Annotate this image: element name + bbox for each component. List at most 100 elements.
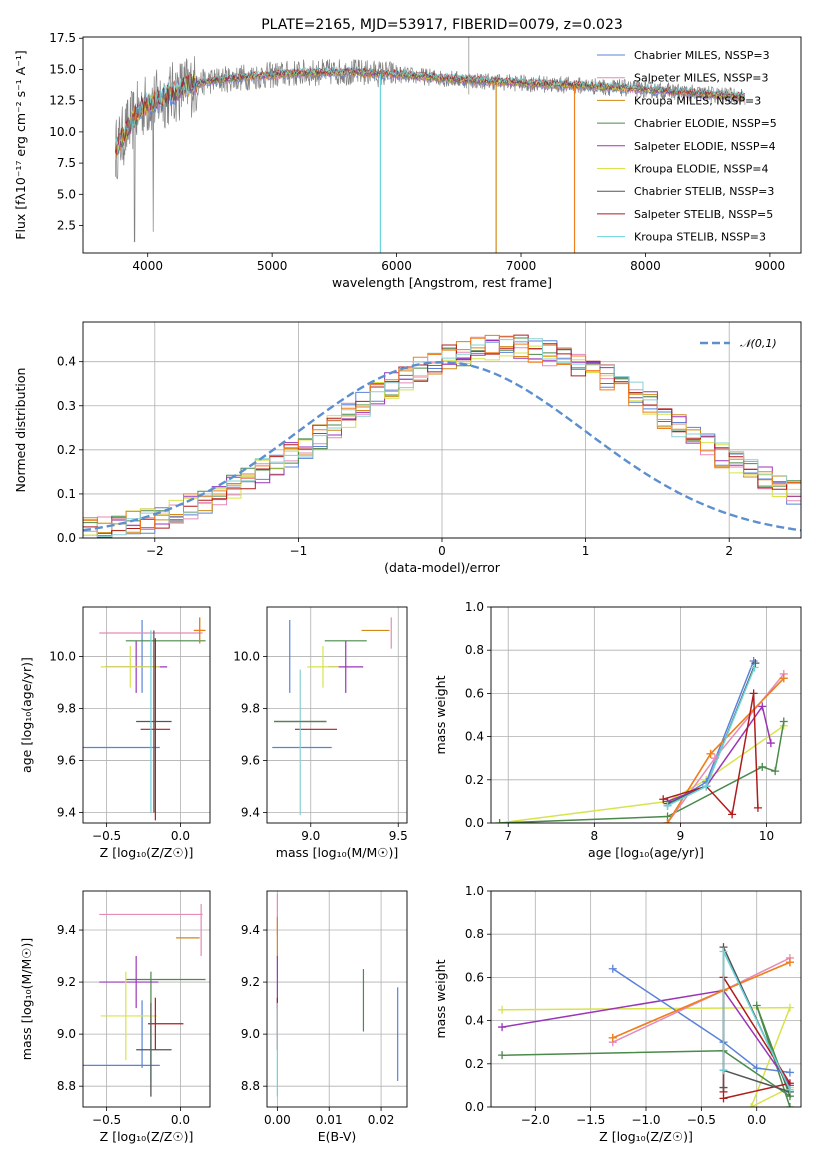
panel-5: −0.5 0.0 8.8 9.0 9.2 9.4 Z [log₁₀(Z/Z☉)] mass [… <box>19 890 211 1144</box>
x-tick-label: 4000 <box>132 259 163 273</box>
y-tick-label: 17.5 <box>49 31 76 45</box>
gridlines <box>267 891 407 1107</box>
x-tick-label: −2.0 <box>521 1113 550 1127</box>
plus-marker <box>758 702 767 711</box>
panel-3: 9.0 9.5 9.4 9.6 9.8 10.0 mass [log₁₀(M/M☉)] <box>233 606 408 860</box>
x-tick-label: −0.5 <box>92 829 121 843</box>
x-tick-label: 0.01 <box>316 1113 343 1127</box>
x-tick-label: 9.5 <box>389 829 408 843</box>
plus-marker <box>779 674 788 683</box>
axes-frame <box>82 606 211 824</box>
x-axis-label: Z [log₁₀(Z/Z☉)] <box>599 1129 693 1144</box>
panel-2: −0.5 0.0 9.4 9.6 9.8 10.0 Z [log₁₀(Z/Z☉)] age [… <box>19 606 211 860</box>
plot-area <box>83 904 206 1097</box>
y-axis-label: Normed distribution <box>13 368 28 493</box>
panel-4: 7 8 9 10 0.0 0.2 0.4 0.6 0.8 1.0 age [log₁₀(age/yr… <box>433 600 802 860</box>
y-tick-label: 0.1 <box>57 487 76 501</box>
y-tick-label: 10.0 <box>233 649 260 663</box>
y-tick-label: 9.4 <box>241 806 260 820</box>
y-tick-label: 0.4 <box>465 1014 484 1028</box>
y-tick-label: 0.4 <box>465 730 484 744</box>
errorbar-point <box>195 617 205 644</box>
plus-marker <box>719 1083 728 1092</box>
x-tick-label: 9 <box>677 829 685 843</box>
plot-area <box>83 617 206 821</box>
plus-marker <box>753 803 762 812</box>
plus-marker <box>663 819 672 823</box>
x-axis-label: (data-model)/error <box>384 560 501 575</box>
y-tick-label: 9.6 <box>57 754 76 768</box>
y-tick-label: 8.8 <box>241 1079 260 1093</box>
x-axis-label: Z [log₁₀(Z/Z☉)] <box>100 845 194 860</box>
plus-marker <box>771 767 780 776</box>
y-axis-label: age [log₁₀(age/yr)] <box>19 657 34 773</box>
y-tick-label: 0.6 <box>465 970 484 984</box>
gridlines <box>83 891 210 1107</box>
histogram-step-line <box>83 338 801 537</box>
plus-marker <box>719 947 728 956</box>
errorbar-point <box>100 646 160 688</box>
panel-6: 0.00 0.01 0.02 8.8 9.0 9.2 9.4 E(B-V) <box>241 890 408 1144</box>
chart-title: PLATE=2165, MJD=53917, FIBERID=0079, z=0… <box>261 17 623 33</box>
y-tick-label: 0.3 <box>57 399 76 413</box>
axes-frame <box>82 890 211 1108</box>
plus-marker <box>706 749 715 758</box>
axes-frame <box>490 606 802 824</box>
plus-marker <box>766 739 775 748</box>
x-axis-label: Z [log₁₀(Z/Z☉)] <box>100 1129 194 1144</box>
plus-marker <box>663 801 672 810</box>
plus-marker <box>498 1005 507 1014</box>
y-tick-label: 9.8 <box>57 701 76 715</box>
x-tick-label: 8 <box>591 829 599 843</box>
y-tick-label: 9.0 <box>57 1027 76 1041</box>
y-tick-label: 9.2 <box>57 975 76 989</box>
x-tick-label: 0.02 <box>368 1113 395 1127</box>
x-tick-label: 7 <box>504 829 512 843</box>
plus-marker <box>752 1001 761 1010</box>
panel-1: −2 −1 0 1 2 0.0 0.1 0.2 0.3 0.4 (data-model)/error… <box>13 321 802 575</box>
x-tick-label: 8000 <box>630 259 661 273</box>
y-tick-label: 9.4 <box>241 923 260 937</box>
x-tick-label: 5000 <box>257 259 288 273</box>
errorbar-point <box>136 630 172 813</box>
x-tick-label: 7000 <box>506 259 537 273</box>
y-tick-label: 0.0 <box>465 1100 484 1114</box>
x-tick-label: 0 <box>438 544 446 558</box>
y-tick-label: 0.2 <box>465 773 484 787</box>
errorbar-point <box>140 638 171 821</box>
plus-marker <box>785 1085 794 1094</box>
y-tick-label: 12.5 <box>49 94 76 108</box>
panel-7: −2.0 −1.5 −1.0 −0.5 0.0 0.0 0.2 0.4 0.6 0.8 1.0 Z [… <box>433 884 802 1144</box>
plus-marker <box>719 1066 728 1075</box>
y-axis-label: mass weight <box>433 675 448 754</box>
y-tick-label: 0.0 <box>465 816 484 830</box>
y-tick-label: 9.8 <box>241 701 260 715</box>
x-tick-label: 6000 <box>381 259 412 273</box>
x-axis-label: mass [log₁₀(M/M☉)] <box>276 845 398 860</box>
x-tick-label: −2 <box>146 544 164 558</box>
plus-marker <box>752 1064 761 1073</box>
y-axis-label: Flux [fλ10⁻¹⁷ erg cm⁻² s⁻¹ A⁻¹] <box>13 50 28 239</box>
y-tick-label: 9.2 <box>241 975 260 989</box>
x-tick-label: −0.5 <box>92 1113 121 1127</box>
plot-area <box>83 334 801 538</box>
x-tick-label: 0.00 <box>264 1113 291 1127</box>
plus-marker <box>785 1103 794 1107</box>
legend-entry: Chabrier STELIB, NSSP=3 <box>634 185 774 198</box>
legend-entry: Kroupa STELIB, NSSP=3 <box>634 231 766 244</box>
x-tick-label: −0.5 <box>687 1113 716 1127</box>
plus-marker <box>785 1003 794 1012</box>
y-tick-label: 0.8 <box>465 643 484 657</box>
x-tick-label: 2 <box>725 544 733 558</box>
plus-marker <box>659 795 668 804</box>
y-tick-label: 9.0 <box>241 1027 260 1041</box>
y-tick-label: 0.0 <box>57 531 76 545</box>
plus-marker <box>608 1033 617 1042</box>
y-axis-label: mass [log₁₀(M/M☉)] <box>19 938 34 1060</box>
gridlines <box>83 607 210 823</box>
y-tick-label: 15.0 <box>49 62 76 76</box>
y-tick-label: 10.0 <box>49 125 76 139</box>
x-tick-label: 0.0 <box>171 829 190 843</box>
plus-marker <box>779 717 788 726</box>
